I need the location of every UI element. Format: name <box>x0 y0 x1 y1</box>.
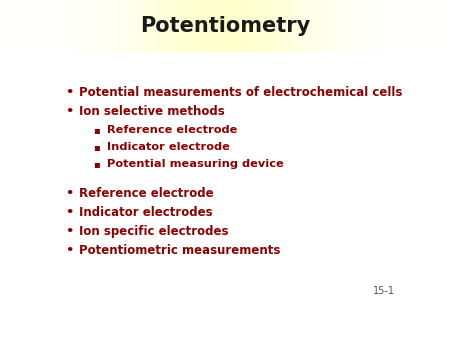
Text: Potentiometric measurements: Potentiometric measurements <box>79 244 280 257</box>
Text: 15-1: 15-1 <box>373 286 395 296</box>
Text: Reference electrode: Reference electrode <box>79 187 214 200</box>
Text: ▪: ▪ <box>93 142 100 152</box>
Text: ▪: ▪ <box>93 125 100 135</box>
Text: Indicator electrodes: Indicator electrodes <box>79 206 212 219</box>
Text: ▪: ▪ <box>93 159 100 169</box>
Text: •: • <box>65 86 74 99</box>
Text: •: • <box>65 187 74 200</box>
Text: •: • <box>65 225 74 238</box>
Text: •: • <box>65 206 74 219</box>
Text: Ion specific electrodes: Ion specific electrodes <box>79 225 229 238</box>
Text: Indicator electrode: Indicator electrode <box>107 142 230 152</box>
Text: Potential measuring device: Potential measuring device <box>107 159 284 169</box>
Text: •: • <box>65 244 74 257</box>
Text: •: • <box>65 105 74 118</box>
Text: Potential measurements of electrochemical cells: Potential measurements of electrochemica… <box>79 86 402 99</box>
Text: Potentiometry: Potentiometry <box>140 16 310 36</box>
Text: Reference electrode: Reference electrode <box>107 125 237 135</box>
Text: Ion selective methods: Ion selective methods <box>79 105 225 118</box>
